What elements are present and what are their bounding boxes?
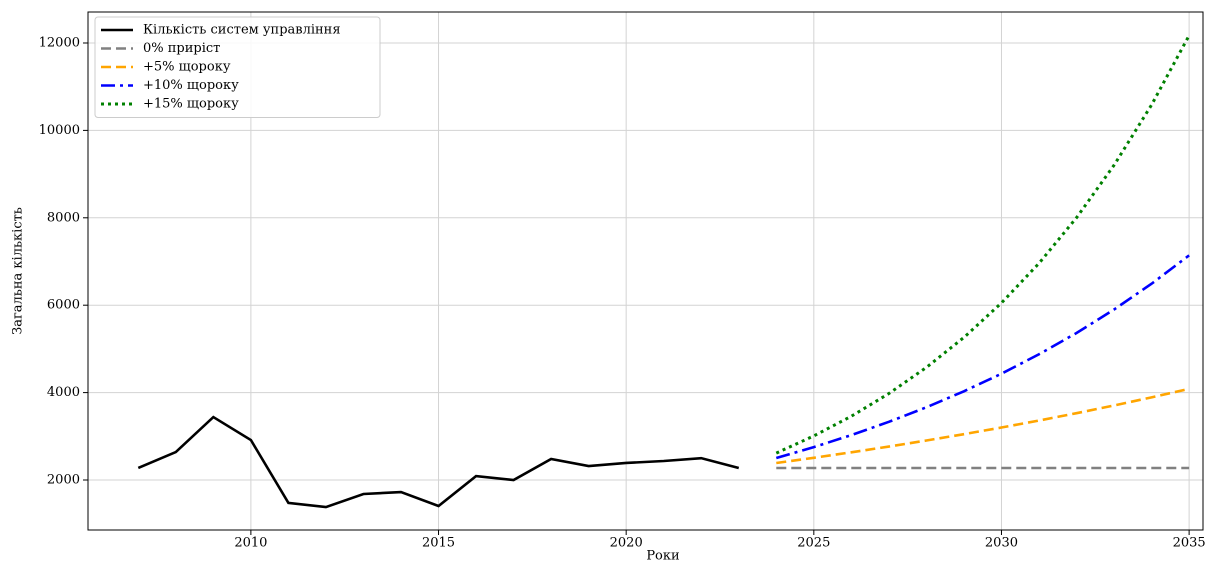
y-tick-label: 4000	[47, 385, 80, 400]
y-tick-label: 2000	[47, 473, 80, 488]
x-tick-label: 2015	[422, 536, 455, 551]
legend-label: +10% щороку	[143, 78, 239, 93]
series-line	[775, 254, 1190, 460]
legend-label: 0% приріст	[143, 41, 220, 56]
y-tick-label: 6000	[47, 298, 80, 313]
series-line	[137, 415, 740, 509]
plot-frame	[87, 11, 1204, 531]
legend-box	[94, 16, 381, 118]
series-line	[776, 387, 1190, 465]
x-tick-label: 2030	[985, 536, 1018, 551]
y-tick-label: 10000	[39, 123, 80, 138]
x-tick-label: 2020	[610, 536, 643, 551]
y-tick-label: 8000	[47, 210, 80, 225]
legend-label: Кількість систем управління	[143, 23, 341, 38]
y-axis-label: Загальна кількість	[11, 207, 26, 335]
y-tick-label: 12000	[39, 35, 80, 50]
x-axis-label: Роки	[646, 549, 679, 562]
legend-label: +5% щороку	[143, 60, 231, 75]
series-line	[775, 34, 1191, 455]
x-tick-label: 2025	[797, 536, 830, 551]
x-tick-label: 2010	[234, 536, 267, 551]
legend-label: +15% щороку	[143, 97, 239, 112]
x-tick-label: 2035	[1173, 536, 1206, 551]
